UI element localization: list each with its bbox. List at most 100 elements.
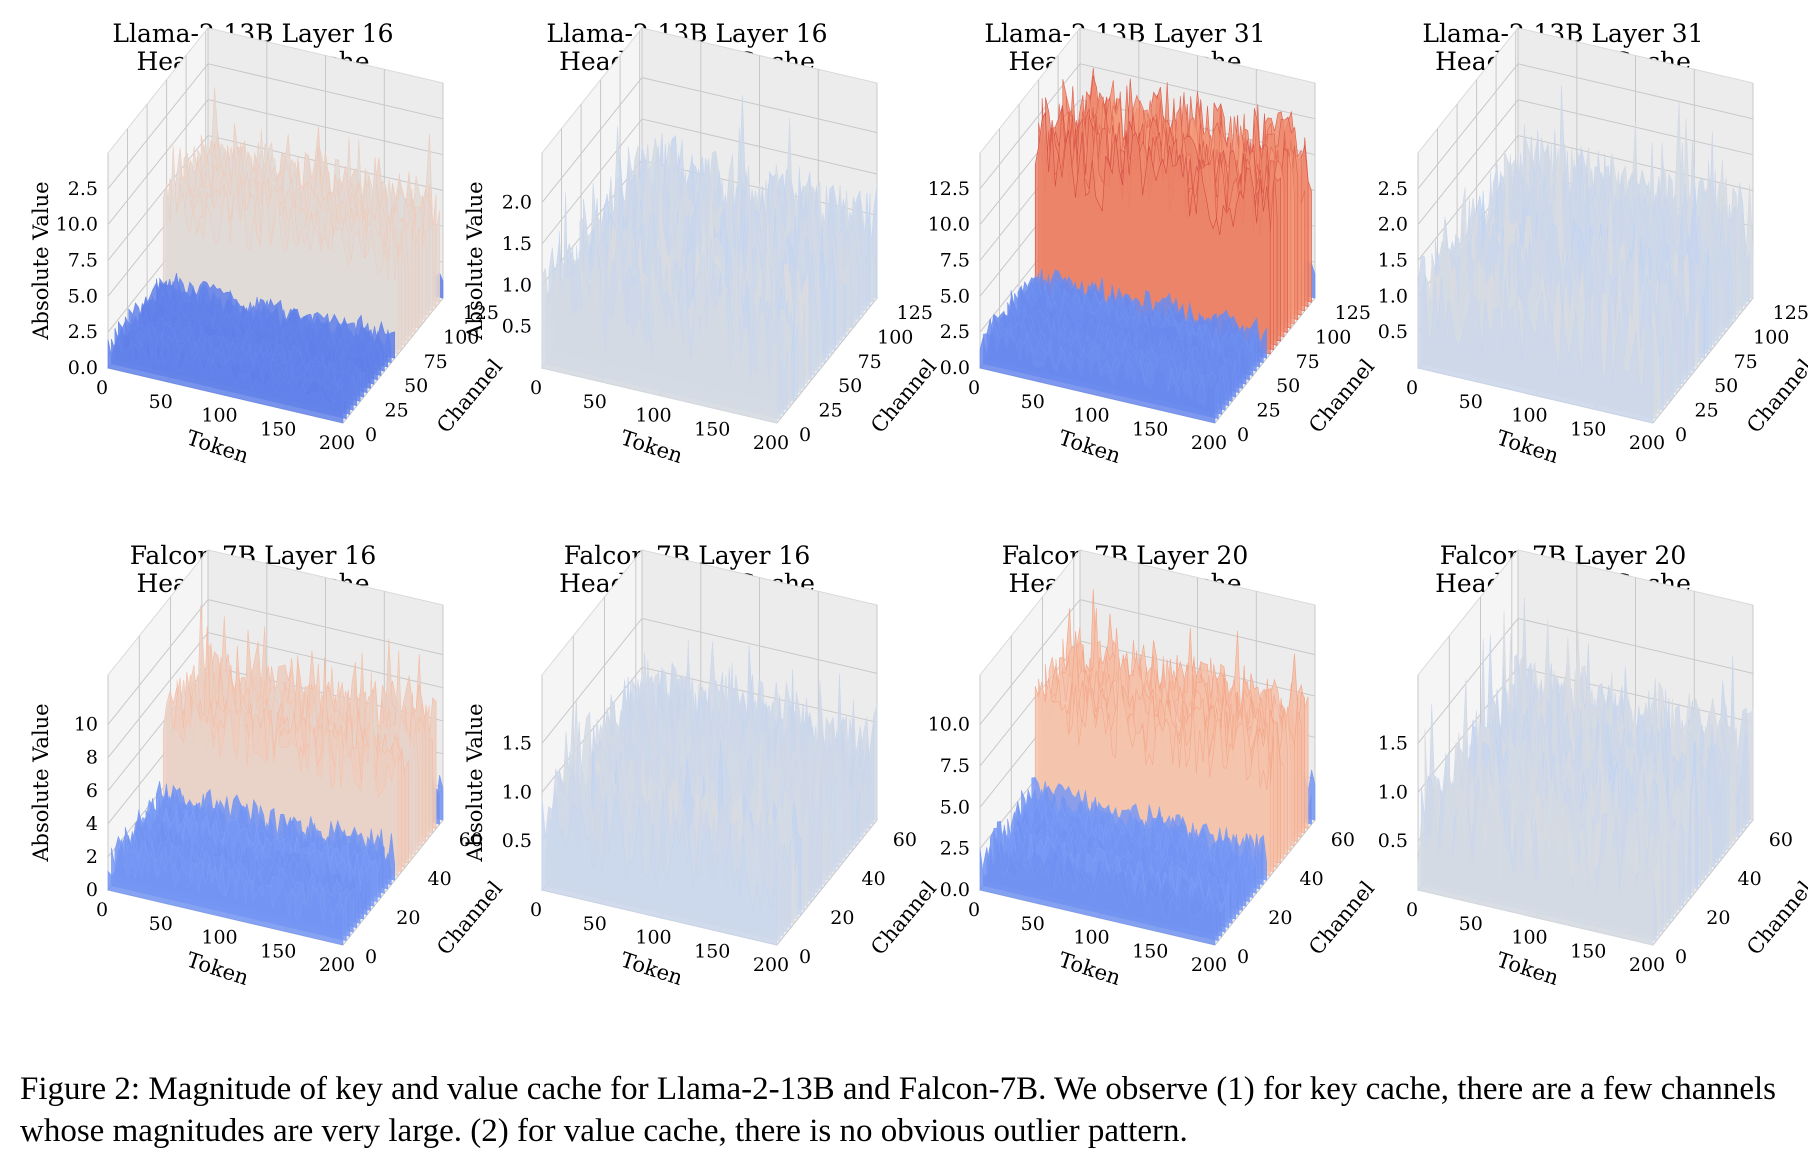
y-tick-label: 125: [1773, 302, 1808, 324]
y-tick-label: 100: [443, 326, 479, 348]
x-tick-label: 150: [1132, 940, 1168, 962]
z-tick-label: 2.5: [940, 321, 970, 343]
z-tick-label: 1.5: [502, 732, 532, 754]
z-axis-label: Absolute Value: [463, 703, 487, 862]
x-tick-label: 0: [1406, 377, 1418, 399]
z-tick-label: 0.5: [1378, 830, 1408, 852]
y-tick-label: 50: [1276, 375, 1300, 397]
z-tick-label: 0.0: [68, 357, 98, 379]
z-tick-label: 2.5: [1378, 178, 1408, 200]
x-tick-label: 150: [1132, 418, 1168, 440]
z-tick-label: 0.5: [502, 830, 532, 852]
z-tick-label: 5.0: [68, 285, 98, 307]
z-tick-label: 10: [74, 714, 98, 736]
y-tick-label: 40: [1738, 868, 1762, 890]
x-tick-label: 50: [1021, 391, 1045, 413]
x-tick-label: 200: [1629, 432, 1665, 454]
x-tick-label: 50: [583, 913, 607, 935]
z-tick-label: 1.0: [502, 781, 532, 803]
surface: [107, 605, 444, 946]
x-tick-label: 0: [530, 899, 542, 921]
x-tick-label: 200: [1191, 432, 1227, 454]
surface: [979, 589, 1316, 946]
x-tick-label: 100: [635, 405, 671, 427]
x-tick-label: 200: [1629, 954, 1665, 976]
z-tick-label: 1.5: [502, 233, 532, 255]
z-tick-label: 1.0: [1378, 285, 1408, 307]
x-tick-label: 100: [1073, 405, 1109, 427]
x-tick-label: 50: [1459, 391, 1483, 413]
x-tick-label: 150: [1570, 940, 1606, 962]
x-tick-label: 150: [260, 940, 296, 962]
surface: [979, 67, 1316, 424]
z-tick-label: 5.0: [940, 285, 970, 307]
figure-caption: Figure 2: Magnitude of key and value cac…: [20, 1071, 1777, 1149]
z-tick-label: 0.0: [940, 879, 970, 901]
x-tick-label: 0: [96, 899, 108, 921]
y-tick-label: 50: [1714, 375, 1738, 397]
y-tick-label: 75: [424, 351, 448, 373]
z-tick-label: 6: [86, 780, 98, 802]
z-tick-label: 12.5: [928, 178, 970, 200]
surface: [1417, 85, 1754, 424]
y-tick-label: 0: [799, 424, 811, 446]
y-tick-label: 60: [893, 829, 917, 851]
y-tick-label: 0: [1237, 424, 1249, 446]
x-tick-label: 0: [530, 377, 542, 399]
x-tick-label: 50: [149, 913, 173, 935]
y-tick-label: 40: [428, 868, 452, 890]
x-tick-label: 100: [1511, 405, 1547, 427]
y-tick-label: 20: [1268, 907, 1292, 929]
y-tick-label: 125: [463, 302, 499, 324]
x-tick-label: 150: [1570, 418, 1606, 440]
z-axis-label: Absolute Value: [463, 181, 487, 340]
x-tick-label: 100: [201, 927, 237, 949]
y-tick-label: 20: [396, 907, 420, 929]
x-tick-label: 200: [1191, 954, 1227, 976]
z-tick-label: 10.0: [928, 214, 970, 236]
x-axis-label: Token: [184, 426, 252, 469]
surface: [1417, 597, 1754, 946]
z-tick-label: 0: [86, 879, 98, 901]
x-axis-label: Token: [1056, 426, 1124, 469]
x-tick-label: 100: [201, 405, 237, 427]
x-tick-label: 0: [968, 377, 980, 399]
z-tick-label: 0.5: [1378, 321, 1408, 343]
x-tick-label: 0: [1406, 899, 1418, 921]
x-tick-label: 0: [968, 899, 980, 921]
y-tick-label: 25: [1695, 400, 1719, 422]
x-tick-label: 50: [149, 391, 173, 413]
x-tick-label: 150: [260, 418, 296, 440]
x-tick-label: 100: [1511, 927, 1547, 949]
x-tick-label: 200: [319, 954, 355, 976]
surface: [541, 95, 878, 424]
x-axis-label: Token: [618, 948, 686, 991]
surface: [107, 87, 444, 424]
x-tick-label: 50: [1459, 913, 1483, 935]
x-tick-label: 50: [583, 391, 607, 413]
y-tick-label: 50: [404, 375, 428, 397]
z-axis-label: Absolute Value: [29, 703, 53, 862]
y-tick-label: 0: [1675, 946, 1687, 968]
y-tick-label: 100: [1315, 326, 1351, 348]
z-tick-label: 1.0: [1378, 781, 1408, 803]
y-tick-label: 100: [877, 326, 913, 348]
z-tick-label: 2.5: [68, 178, 98, 200]
y-tick-label: 0: [1675, 424, 1687, 446]
y-tick-label: 50: [838, 375, 862, 397]
x-axis-label: Token: [1494, 948, 1562, 991]
y-tick-label: 40: [862, 868, 886, 890]
x-tick-label: 200: [753, 432, 789, 454]
z-tick-label: 2.0: [502, 192, 532, 214]
x-axis-label: Token: [618, 426, 686, 469]
x-axis-label: Token: [1494, 426, 1562, 469]
y-tick-label: 25: [385, 400, 409, 422]
z-tick-label: 10.0: [928, 714, 970, 736]
y-tick-label: 60: [1331, 829, 1355, 851]
z-tick-label: 7.5: [940, 755, 970, 777]
x-tick-label: 100: [1073, 927, 1109, 949]
